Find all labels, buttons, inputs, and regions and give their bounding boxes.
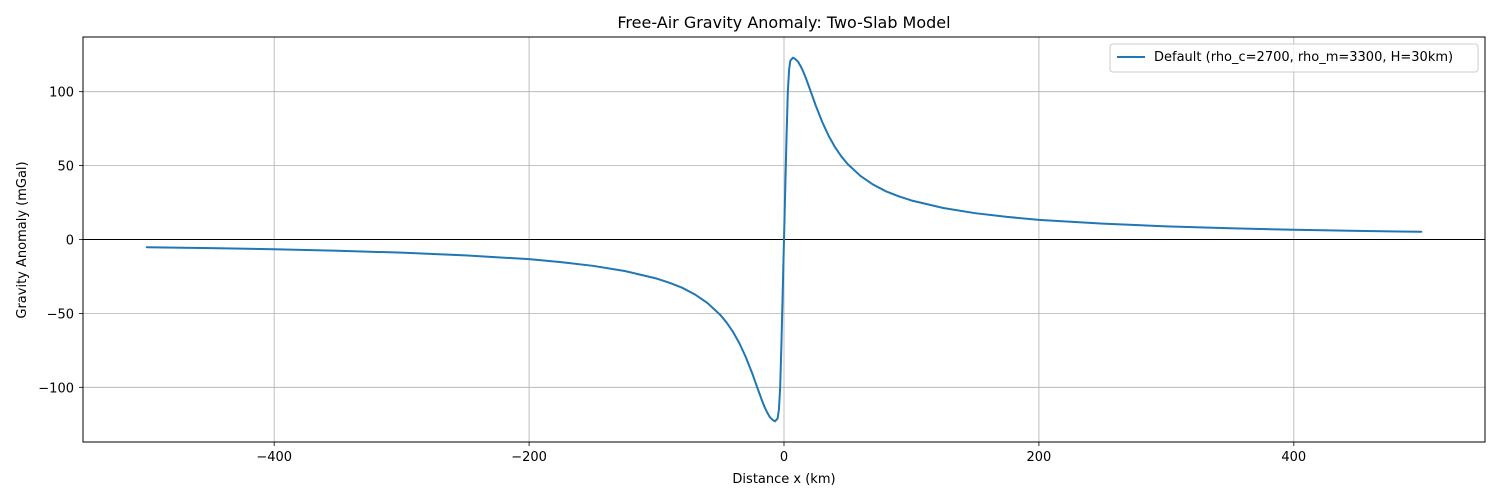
x-tick-label: −400 — [256, 450, 292, 465]
x-tick-label: 200 — [1026, 450, 1051, 465]
tick-layer: −400 −200 0 200 400 −100 −50 0 50 100 — [38, 86, 1306, 465]
y-axis-label: Gravity Anomaly (mGal) — [15, 161, 30, 318]
legend-box — [1109, 43, 1479, 73]
y-tick-label: 100 — [49, 86, 74, 101]
x-tick-label: 400 — [1281, 450, 1306, 465]
series-layer — [145, 56, 1423, 423]
x-axis-label: Distance x (km) — [732, 472, 835, 487]
x-tick-label: −200 — [511, 450, 547, 465]
legend-entry-label: Default (rho_c=2700, rho_m=3300, H=30km) — [1154, 50, 1453, 65]
series-line-0 — [145, 56, 1423, 423]
y-tick-label: 50 — [57, 160, 74, 175]
y-tick-label: −100 — [38, 381, 74, 396]
legend: Default (rho_c=2700, rho_m=3300, H=30km) — [1109, 43, 1479, 73]
chart-title: Free-Air Gravity Anomaly: Two-Slab Model — [617, 13, 950, 32]
y-tick-label: 0 — [66, 234, 74, 249]
y-tick-label: −50 — [47, 307, 74, 322]
x-tick-label: 0 — [780, 450, 788, 465]
